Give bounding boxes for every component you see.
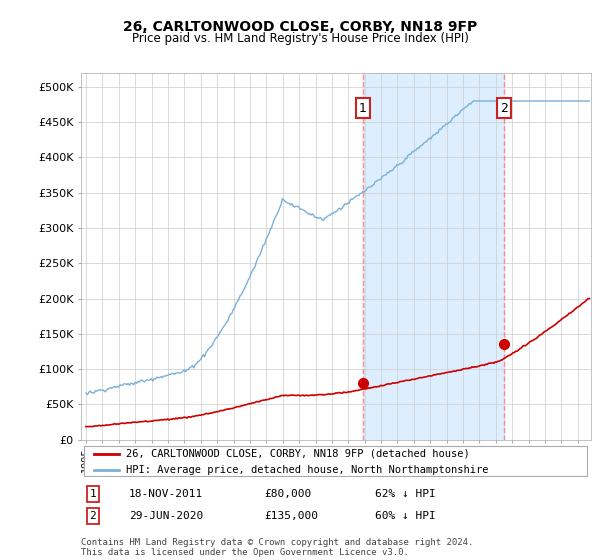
Bar bbox=[363, 73, 504, 440]
Text: Price paid vs. HM Land Registry's House Price Index (HPI): Price paid vs. HM Land Registry's House … bbox=[131, 32, 469, 45]
Text: 2: 2 bbox=[500, 101, 508, 115]
Text: £135,000: £135,000 bbox=[264, 511, 318, 521]
Text: 62% ↓ HPI: 62% ↓ HPI bbox=[375, 489, 436, 499]
Text: Contains HM Land Registry data © Crown copyright and database right 2024.
This d: Contains HM Land Registry data © Crown c… bbox=[81, 538, 473, 557]
Text: £80,000: £80,000 bbox=[264, 489, 311, 499]
Text: 29-JUN-2020: 29-JUN-2020 bbox=[129, 511, 203, 521]
FancyBboxPatch shape bbox=[83, 446, 587, 476]
Text: 2: 2 bbox=[89, 511, 97, 521]
Text: 18-NOV-2011: 18-NOV-2011 bbox=[129, 489, 203, 499]
Text: 1: 1 bbox=[89, 489, 97, 499]
Text: HPI: Average price, detached house, North Northamptonshire: HPI: Average price, detached house, Nort… bbox=[126, 465, 488, 475]
Text: 60% ↓ HPI: 60% ↓ HPI bbox=[375, 511, 436, 521]
Text: 26, CARLTONWOOD CLOSE, CORBY, NN18 9FP: 26, CARLTONWOOD CLOSE, CORBY, NN18 9FP bbox=[123, 20, 477, 34]
Text: 1: 1 bbox=[359, 101, 367, 115]
Text: 26, CARLTONWOOD CLOSE, CORBY, NN18 9FP (detached house): 26, CARLTONWOOD CLOSE, CORBY, NN18 9FP (… bbox=[126, 449, 470, 459]
